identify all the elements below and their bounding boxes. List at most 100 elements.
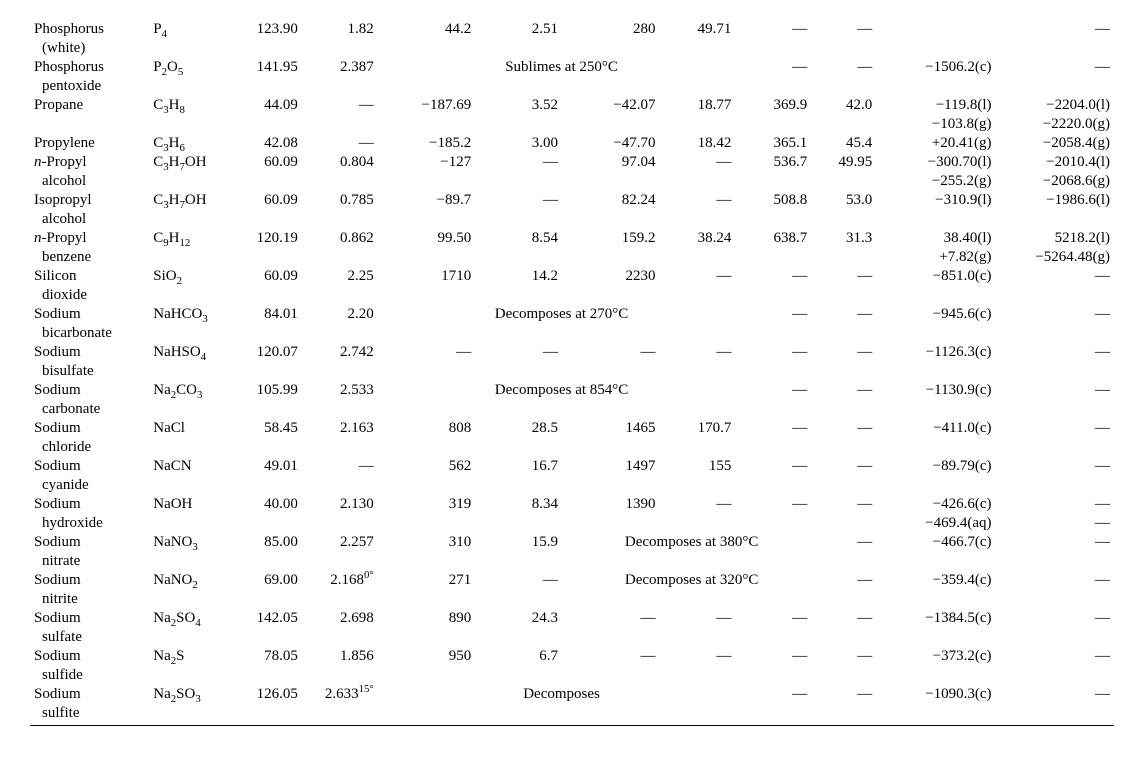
density: — bbox=[312, 457, 388, 476]
density: 2.130 bbox=[312, 495, 388, 514]
enthalpy-combustion bbox=[1006, 400, 1114, 419]
enthalpy-combustion bbox=[1006, 362, 1114, 381]
enthalpy-combustion: — bbox=[1006, 58, 1114, 77]
critical-pressure: — bbox=[821, 305, 886, 324]
compound-name: Sodium bbox=[30, 381, 149, 400]
compound-name: nitrate bbox=[30, 552, 149, 571]
critical-pressure: — bbox=[821, 571, 886, 590]
table-row: SodiumNaNO385.002.25731015.9Decomposes a… bbox=[30, 533, 1114, 552]
formula: NaHSO4 bbox=[149, 343, 236, 362]
table-row: SodiumNa2SO4142.052.69889024.3————−1384.… bbox=[30, 609, 1114, 628]
properties-table: PhosphorusP4123.901.8244.22.5128049.71——… bbox=[30, 20, 1114, 723]
critical-temp: 365.1 bbox=[745, 134, 821, 153]
critical-pressure: — bbox=[821, 457, 886, 476]
critical-pressure: — bbox=[821, 381, 886, 400]
enthalpy-combustion: — bbox=[1006, 609, 1114, 628]
enthalpy-formation: −359.4(c) bbox=[886, 571, 1005, 590]
mol-weight: 142.05 bbox=[236, 609, 312, 628]
table-row: −103.8(g)−2220.0(g) bbox=[30, 115, 1114, 134]
compound-name: alcohol bbox=[30, 172, 149, 191]
critical-temp: — bbox=[745, 58, 821, 77]
heat-vaporization: — bbox=[670, 267, 746, 286]
critical-temp: 536.7 bbox=[745, 153, 821, 172]
density: 2.257 bbox=[312, 533, 388, 552]
mol-weight: 120.07 bbox=[236, 343, 312, 362]
mol-weight: 69.00 bbox=[236, 571, 312, 590]
formula: C3H7OH bbox=[149, 191, 236, 210]
mol-weight: 85.00 bbox=[236, 533, 312, 552]
enthalpy-formation: −1090.3(c) bbox=[886, 685, 1005, 704]
density: 2.163 bbox=[312, 419, 388, 438]
boiling-point: 97.04 bbox=[572, 153, 670, 172]
compound-name: sulfate bbox=[30, 628, 149, 647]
enthalpy-formation: −1126.3(c) bbox=[886, 343, 1005, 362]
table-row: sulfide bbox=[30, 666, 1114, 685]
table-row: bicarbonate bbox=[30, 324, 1114, 343]
critical-pressure: — bbox=[821, 267, 886, 286]
table-row: SiliconSiO260.092.25171014.22230———−851.… bbox=[30, 267, 1114, 286]
heat-vaporization: 49.71 bbox=[670, 20, 746, 39]
boiling-point: 1465 bbox=[572, 419, 670, 438]
table-row: chloride bbox=[30, 438, 1114, 457]
critical-temp: — bbox=[745, 381, 821, 400]
enthalpy-combustion: — bbox=[1006, 267, 1114, 286]
critical-temp: — bbox=[745, 609, 821, 628]
density: 2.1680° bbox=[312, 571, 388, 590]
table-row: IsopropylC3H7OH60.090.785−89.7—82.24—508… bbox=[30, 191, 1114, 210]
enthalpy-combustion bbox=[1006, 286, 1114, 305]
enthalpy-formation bbox=[886, 438, 1005, 457]
mol-weight: 42.08 bbox=[236, 134, 312, 153]
enthalpy-combustion: — bbox=[1006, 20, 1114, 39]
enthalpy-formation: −469.4(aq) bbox=[886, 514, 1005, 533]
melting-point: 44.2 bbox=[388, 20, 486, 39]
heat-fusion: 24.3 bbox=[485, 609, 572, 628]
compound-name: Sodium bbox=[30, 533, 149, 552]
formula: NaNO3 bbox=[149, 533, 236, 552]
formula: NaNO2 bbox=[149, 571, 236, 590]
heat-vaporization: 170.7 bbox=[670, 419, 746, 438]
table-row: SodiumNaNO269.002.1680°271—Decomposes at… bbox=[30, 571, 1114, 590]
critical-pressure: 45.4 bbox=[821, 134, 886, 153]
formula: P4 bbox=[149, 20, 236, 39]
compound-name: Propylene bbox=[30, 134, 149, 153]
enthalpy-formation bbox=[886, 628, 1005, 647]
enthalpy-formation bbox=[886, 590, 1005, 609]
heat-fusion: 3.00 bbox=[485, 134, 572, 153]
enthalpy-formation bbox=[886, 324, 1005, 343]
table-row: PropyleneC3H642.08—−185.23.00−47.7018.42… bbox=[30, 134, 1114, 153]
formula: NaHCO3 bbox=[149, 305, 236, 324]
boiling-point: 280 bbox=[572, 20, 670, 39]
compound-name: Sodium bbox=[30, 571, 149, 590]
density: — bbox=[312, 134, 388, 153]
formula: C3H6 bbox=[149, 134, 236, 153]
melting-point: −89.7 bbox=[388, 191, 486, 210]
critical-temp: — bbox=[745, 647, 821, 666]
critical-temp: — bbox=[745, 267, 821, 286]
boiling-point: — bbox=[572, 609, 670, 628]
heat-vaporization: — bbox=[670, 343, 746, 362]
density: 2.63315° bbox=[312, 685, 388, 704]
critical-temp: — bbox=[745, 343, 821, 362]
table-row: benzene+7.82(g)−5264.48(g) bbox=[30, 248, 1114, 267]
compound-name: sulfite bbox=[30, 704, 149, 723]
compound-name: pentoxide bbox=[30, 77, 149, 96]
critical-temp: 508.8 bbox=[745, 191, 821, 210]
critical-pressure: — bbox=[821, 609, 886, 628]
compound-name: Silicon bbox=[30, 267, 149, 286]
enthalpy-combustion bbox=[1006, 438, 1114, 457]
melting-point: 310 bbox=[388, 533, 486, 552]
compound-name: benzene bbox=[30, 248, 149, 267]
table-row: SodiumNaHSO4120.072.742——————−1126.3(c)— bbox=[30, 343, 1114, 362]
critical-temp: 638.7 bbox=[745, 229, 821, 248]
enthalpy-combustion: — bbox=[1006, 381, 1114, 400]
enthalpy-formation bbox=[886, 476, 1005, 495]
enthalpy-formation: −300.70(l) bbox=[886, 153, 1005, 172]
compound-name: Sodium bbox=[30, 419, 149, 438]
enthalpy-combustion bbox=[1006, 590, 1114, 609]
enthalpy-combustion: — bbox=[1006, 571, 1114, 590]
compound-name: hydroxide bbox=[30, 514, 149, 533]
formula: NaOH bbox=[149, 495, 236, 514]
table-row: alcohol bbox=[30, 210, 1114, 229]
formula: Na2SO3 bbox=[149, 685, 236, 704]
formula: C3H8 bbox=[149, 96, 236, 115]
